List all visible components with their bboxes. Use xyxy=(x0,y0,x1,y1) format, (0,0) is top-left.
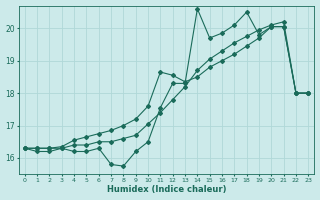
X-axis label: Humidex (Indice chaleur): Humidex (Indice chaleur) xyxy=(107,185,226,194)
